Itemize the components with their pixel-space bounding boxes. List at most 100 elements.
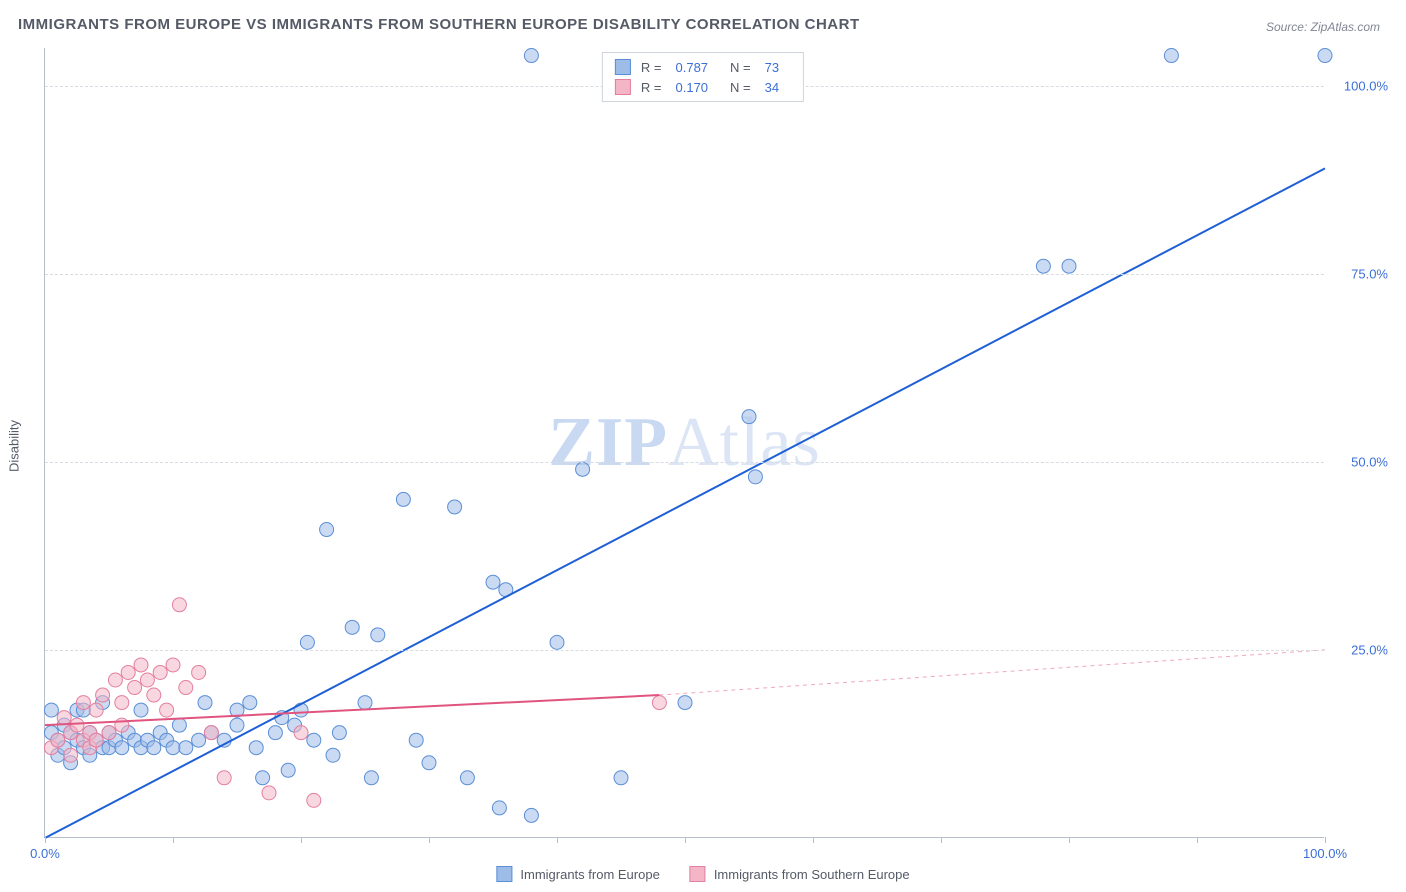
legend-swatch [496, 866, 512, 882]
x-tick [557, 837, 558, 843]
grid-line [45, 462, 1324, 463]
x-tick [429, 837, 430, 843]
data-point [748, 470, 762, 484]
legend-r-label: R = [641, 80, 662, 95]
source-attribution: Source: ZipAtlas.com [1266, 20, 1380, 34]
data-point [64, 748, 78, 762]
legend-n-label: N = [730, 80, 751, 95]
y-tick-label: 50.0% [1351, 454, 1388, 469]
data-point [448, 500, 462, 514]
data-point [409, 733, 423, 747]
data-point [320, 523, 334, 537]
data-point [121, 665, 135, 679]
legend-r-label: R = [641, 60, 662, 75]
trend-line-extended [659, 650, 1325, 695]
data-point [1062, 259, 1076, 273]
trend-line [45, 168, 1325, 838]
x-tick [45, 837, 46, 843]
legend-r-value: 0.170 [675, 80, 708, 95]
data-point [57, 711, 71, 725]
data-point [44, 703, 58, 717]
legend-swatch [615, 79, 631, 95]
x-tick [1197, 837, 1198, 843]
data-point [1318, 49, 1332, 63]
data-point [166, 658, 180, 672]
scatter-chart-svg [45, 48, 1324, 837]
x-tick [173, 837, 174, 843]
data-point [294, 726, 308, 740]
data-point [345, 620, 359, 634]
data-point [1036, 259, 1050, 273]
legend-row: R =0.787N =73 [615, 57, 791, 77]
data-point [230, 718, 244, 732]
data-point [147, 741, 161, 755]
data-point [115, 741, 129, 755]
legend-n-value: 34 [765, 80, 779, 95]
legend-n-value: 73 [765, 60, 779, 75]
data-point [358, 696, 372, 710]
data-point [524, 49, 538, 63]
data-point [70, 718, 84, 732]
data-point [243, 696, 257, 710]
y-tick-label: 75.0% [1351, 266, 1388, 281]
data-point [614, 771, 628, 785]
legend-bottom-item: Immigrants from Southern Europe [690, 866, 910, 882]
legend-bottom: Immigrants from Europe Immigrants from So… [496, 866, 909, 882]
data-point [678, 696, 692, 710]
data-point [160, 703, 174, 717]
data-point [115, 696, 129, 710]
data-point [742, 410, 756, 424]
data-point [179, 741, 193, 755]
x-tick [941, 837, 942, 843]
x-tick [301, 837, 302, 843]
legend-series-label: Immigrants from Europe [520, 867, 659, 882]
plot-area: ZIPAtlas 25.0%50.0%75.0%100.0%0.0%100.0% [44, 48, 1324, 838]
legend-bottom-item: Immigrants from Europe [496, 866, 659, 882]
data-point [51, 733, 65, 747]
data-point [134, 658, 148, 672]
data-point [332, 726, 346, 740]
data-point [96, 688, 110, 702]
data-point [460, 771, 474, 785]
data-point [422, 756, 436, 770]
data-point [300, 635, 314, 649]
legend-swatch [690, 866, 706, 882]
y-axis-label: Disability [7, 420, 22, 472]
x-tick [1325, 837, 1326, 843]
data-point [1164, 49, 1178, 63]
data-point [192, 733, 206, 747]
data-point [524, 808, 538, 822]
data-point [281, 763, 295, 777]
data-point [204, 726, 218, 740]
data-point [307, 733, 321, 747]
x-tick [685, 837, 686, 843]
data-point [256, 771, 270, 785]
legend-row: R = 0.170 N = 34 [615, 77, 791, 97]
legend-n-label: N = [730, 60, 751, 75]
data-point [179, 681, 193, 695]
y-tick-label: 100.0% [1344, 78, 1388, 93]
data-point [217, 771, 231, 785]
y-tick-label: 25.0% [1351, 642, 1388, 657]
data-point [262, 786, 276, 800]
data-point [147, 688, 161, 702]
data-point [166, 741, 180, 755]
data-point [89, 733, 103, 747]
data-point [486, 575, 500, 589]
data-point [492, 801, 506, 815]
data-point [249, 741, 263, 755]
data-point [550, 635, 564, 649]
data-point [652, 696, 666, 710]
grid-line [45, 650, 1324, 651]
data-point [89, 703, 103, 717]
data-point [364, 771, 378, 785]
data-point [102, 726, 116, 740]
data-point [172, 718, 186, 732]
legend-swatch [615, 59, 631, 75]
data-point [576, 462, 590, 476]
data-point [172, 598, 186, 612]
data-point [153, 665, 167, 679]
data-point [140, 673, 154, 687]
x-tick-label: 100.0% [1303, 846, 1347, 861]
x-tick [1069, 837, 1070, 843]
